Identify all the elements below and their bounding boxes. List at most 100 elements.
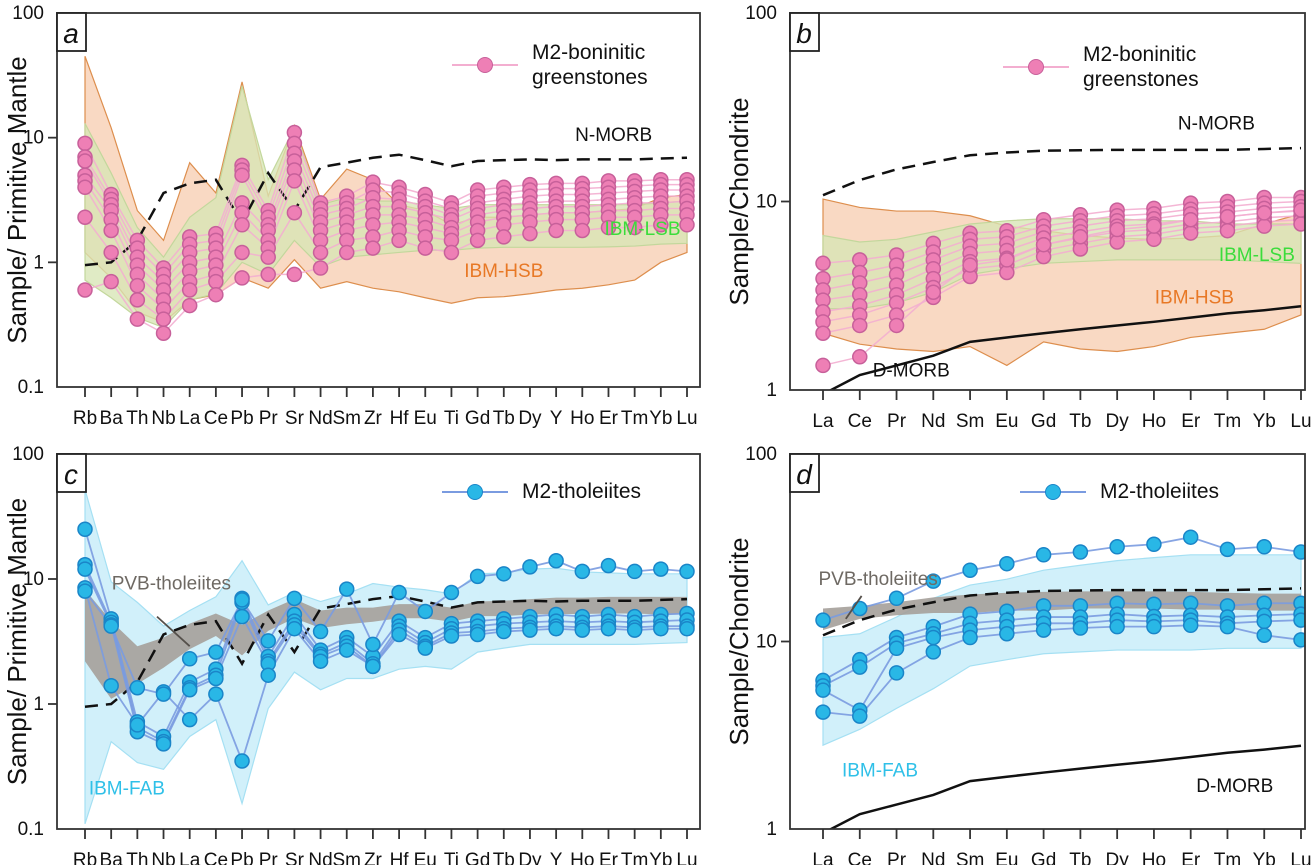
legend-marker-icon: [467, 483, 483, 500]
data-point: [129, 311, 146, 327]
x-tick-label: La: [812, 411, 834, 432]
data-point: [391, 232, 407, 249]
x-axis: Rb Ba Th Nb La Ce Pb Pr Sr Nd Sm Zr Hf Eu Ti Gd Tb Dy Y Ho E…: [73, 829, 698, 865]
x-tick-label: Ce: [848, 850, 872, 865]
annotation-pvb-tholeiites: PVB-tholeiites: [112, 574, 231, 595]
annotation-ibm-fab: IBM-FAB: [89, 779, 165, 800]
data-point: [208, 670, 224, 687]
x-tick-label: Dy: [1106, 411, 1130, 432]
plot-border: [56, 453, 701, 830]
series-markers-sample-8: [77, 217, 695, 341]
y-tick-label: 1: [33, 694, 44, 715]
data-point: [181, 711, 198, 728]
data-point: [925, 284, 942, 301]
data-point: [77, 209, 93, 225]
data-point: [852, 659, 868, 675]
data-point: [286, 620, 303, 637]
data-point: [103, 677, 119, 694]
data-point: [626, 563, 643, 580]
data-point: [1256, 205, 1272, 221]
plot-area: [77, 56, 695, 341]
data-point: [1072, 620, 1089, 636]
data-point: [443, 244, 460, 261]
x-tick-label: Pr: [259, 850, 279, 865]
legend-line-pink: [1003, 59, 1069, 76]
annotations: N-MORB IBM-LSB IBM-HSB D-MORB: [873, 113, 1295, 381]
data-point: [1219, 541, 1236, 558]
data-point: [77, 153, 93, 169]
data-point: [888, 317, 905, 334]
data-point: [365, 240, 381, 256]
data-point: [548, 620, 564, 637]
y-tick-label: 1: [766, 819, 777, 840]
annotation-n-morb: N-MORB: [1178, 113, 1255, 134]
x-tick-label: Zr: [364, 408, 383, 429]
y-tick-label: 1: [766, 380, 777, 401]
x-tick-label: Tb: [493, 850, 515, 865]
plot-area: [815, 146, 1305, 390]
x-tick-label: Rb: [73, 850, 97, 865]
data-point: [1293, 216, 1305, 232]
data-point: [391, 626, 407, 643]
data-point: [1035, 236, 1052, 253]
y-axis: 100 10 1: [745, 444, 790, 840]
x-tick-label: Eu: [414, 408, 437, 429]
data-point: [181, 297, 198, 314]
annotation-ibm-hsb: IBM-HSB: [464, 261, 543, 282]
data-point: [338, 244, 355, 261]
x-tick-label: Gd: [465, 850, 490, 865]
ref-line-n-morb: [822, 587, 1302, 637]
plot-area: [77, 489, 695, 825]
annotation-pvb-tholeiites: PVB-tholeiites: [818, 569, 937, 590]
data-point: [234, 592, 250, 608]
data-point: [234, 217, 250, 233]
x-tick-label: Lu: [676, 408, 697, 429]
data-point: [312, 260, 329, 276]
data-point: [925, 644, 942, 660]
x-tick-label: Zr: [364, 850, 383, 865]
data-point: [574, 622, 591, 638]
annotation-ibm-lsb: IBM-LSB: [1219, 245, 1295, 266]
data-point: [600, 557, 617, 574]
data-point: [286, 173, 303, 189]
data-point: [815, 612, 831, 628]
legend-label: M2-boninitic greenstones: [532, 41, 648, 90]
legend-line-blue: [442, 483, 508, 500]
data-point: [1072, 229, 1089, 245]
data-point: [653, 217, 669, 233]
data-point: [522, 559, 538, 575]
series-markers-sample-7: [815, 216, 1305, 342]
data-point: [653, 620, 669, 637]
data-point: [1072, 544, 1089, 560]
data-point: [103, 273, 119, 290]
x-tick-label: Tb: [1069, 850, 1091, 865]
data-point: [234, 753, 250, 769]
data-point: [679, 217, 695, 233]
ref-line-d-morb: [828, 305, 1302, 390]
x-tick-label: Y: [550, 850, 563, 865]
data-point: [1219, 209, 1236, 225]
legend-line-blue: [1020, 483, 1086, 500]
y-tick-label: 0.1: [18, 819, 44, 840]
data-point: [208, 286, 224, 303]
data-point: [888, 590, 905, 607]
x-tick-label: Sr: [285, 850, 305, 865]
x-tick-label: Ti: [444, 850, 459, 865]
data-point: [103, 244, 119, 261]
data-point: [103, 618, 119, 634]
series-markers-sample-4: [77, 580, 695, 769]
x-tick-label: Ce: [204, 408, 228, 429]
ref-line-n-morb: [822, 146, 1302, 197]
data-point: [1109, 539, 1125, 555]
y-tick-label: 0.1: [18, 377, 44, 398]
data-point: [1182, 212, 1199, 228]
legend-m2-boninitic-greenstones: M2-boninitic greenstones: [1003, 42, 1199, 92]
data-point: [286, 204, 303, 221]
x-tick-label: Sm: [956, 850, 985, 865]
data-point: [1256, 218, 1272, 234]
data-point: [1146, 231, 1162, 248]
panel-c-chart: 100 10 1 0.1 Rb Ba Th Nb La Ce Pb Pr Sr Nd Sm Zr Hf Eu Ti G…: [2, 444, 701, 865]
legend-m2-tholeiites: M2-tholeiites: [442, 479, 641, 504]
x-tick-label: Dy: [518, 850, 542, 865]
data-point: [1146, 618, 1162, 635]
